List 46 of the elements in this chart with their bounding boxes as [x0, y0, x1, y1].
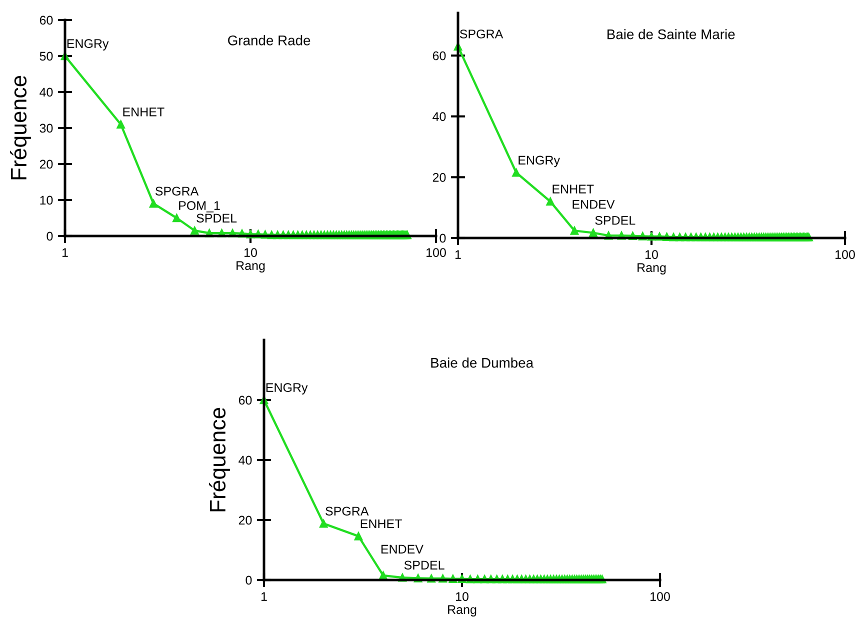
y-tick-label: 20: [432, 172, 446, 182]
y-tick-label: 40: [40, 88, 53, 97]
y-axis-title: Fréquence: [10, 76, 31, 180]
y-tick-label: 30: [40, 124, 53, 133]
annotation: SPGRA: [326, 506, 369, 516]
annotation: SPGRA: [460, 30, 504, 38]
annotation: ENHET: [360, 519, 402, 528]
y-tick-label: 0: [246, 576, 252, 585]
x-tick-label: 100: [426, 248, 446, 257]
annotation: SPDEL: [595, 216, 636, 225]
x-tick-label: 100: [650, 592, 670, 601]
x-tick-label: 1: [455, 250, 461, 259]
x-axis-title: Rang: [638, 263, 666, 274]
x-tick-label: 1: [261, 592, 267, 601]
annotation: ENGRy: [518, 156, 560, 168]
y-tick-label: 60: [238, 396, 252, 405]
y-tick-label: 0: [46, 232, 53, 241]
y-tick-label: 50: [40, 52, 53, 61]
y-tick-label: 20: [40, 160, 53, 169]
y-tick-label: 10: [40, 196, 53, 205]
annotation: ENHET: [552, 184, 594, 194]
y-tick-label: 60: [40, 16, 53, 25]
y-tick-label: 40: [238, 456, 252, 465]
annotation: SPDEL: [196, 214, 237, 223]
x-tick-label: 1: [62, 248, 68, 257]
text: Baie de Dumbea: [431, 358, 534, 368]
annotation: ENDEV: [381, 544, 424, 554]
annotation: ENHET: [123, 108, 164, 116]
y-tick-label: 0: [440, 234, 446, 243]
annotation: POM_1: [179, 201, 220, 212]
annotation: ENGRy: [67, 39, 109, 50]
x-tick-label: 10: [456, 592, 468, 601]
annotation: SPDEL: [404, 560, 444, 570]
x-tick-label: 100: [836, 250, 855, 259]
annotation: ENDEV: [572, 200, 615, 209]
text: Baie de Sainte Marie: [608, 29, 735, 40]
y-tick-label: 40: [432, 112, 446, 122]
annotation: SPGRA: [155, 186, 199, 196]
y-axis-title: Fréquence: [208, 408, 230, 512]
annotation: ENGRy: [266, 383, 308, 394]
x-tick-label: 10: [646, 250, 658, 259]
text: Grande Rade: [228, 35, 310, 46]
x-axis-title: Rang: [448, 605, 476, 616]
x-axis-title: Rang: [236, 261, 265, 272]
y-tick-label: 20: [238, 516, 252, 525]
y-tick-label: 60: [432, 51, 446, 60]
